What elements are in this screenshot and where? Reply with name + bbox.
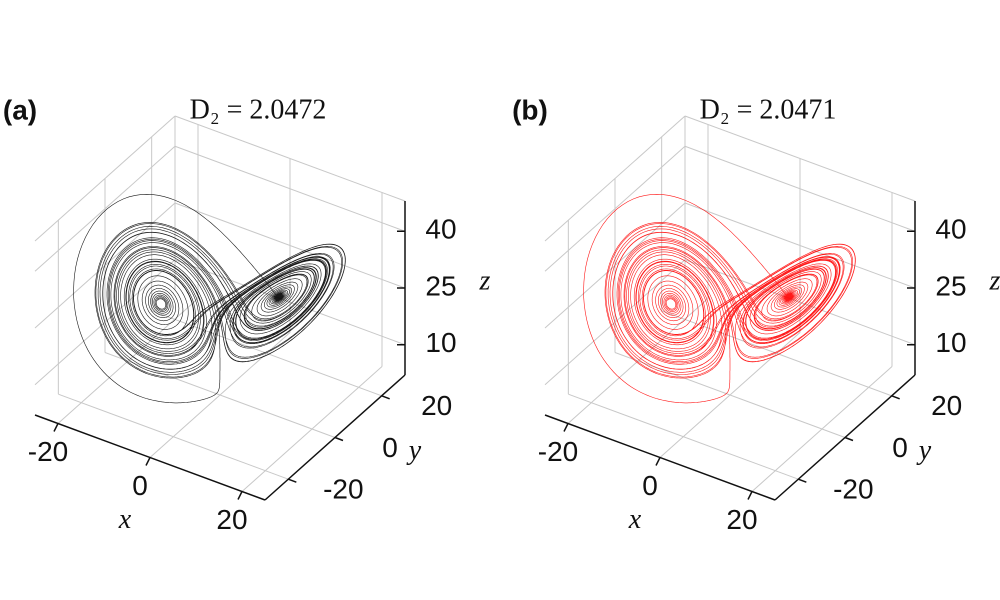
- y-tick: [891, 395, 900, 400]
- x-tick: [655, 457, 661, 466]
- z-tick-label: 25: [425, 270, 456, 301]
- grid-line: [58, 393, 289, 480]
- x-tick-label: 0: [642, 470, 658, 501]
- grid-line: [684, 145, 916, 232]
- y-axis-label: y: [916, 435, 932, 466]
- grid-line: [174, 145, 406, 232]
- chart-title: D₂ = 2.0471: [700, 94, 837, 125]
- panel-label: (a): [3, 94, 37, 125]
- y-tick-label: 0: [382, 432, 398, 463]
- y-tick-label: -20: [323, 474, 363, 505]
- box-edge: [544, 115, 686, 242]
- x-tick: [145, 457, 151, 466]
- x-tick: [747, 491, 753, 500]
- chart-title: D₂ = 2.0472: [190, 94, 327, 125]
- box-edge: [34, 115, 176, 242]
- box-edge: [174, 115, 406, 202]
- grid-line: [568, 393, 799, 480]
- y-tick: [798, 478, 807, 483]
- y-tick-label: 20: [421, 390, 452, 421]
- z-tick-label: 40: [935, 214, 966, 245]
- y-tick: [288, 478, 297, 483]
- x-tick: [53, 423, 59, 432]
- y-tick: [381, 395, 390, 400]
- x-tick: [237, 491, 243, 500]
- x-tick-label: 20: [726, 504, 757, 535]
- grid-line: [104, 352, 336, 438]
- grid-line: [544, 145, 686, 272]
- grid-line: [661, 310, 892, 397]
- x-axis-label: x: [628, 504, 642, 535]
- y-tick-label: 20: [931, 390, 962, 421]
- z-axis-label: z: [479, 265, 491, 296]
- grid-line: [614, 352, 846, 438]
- z-tick-label: 40: [425, 214, 456, 245]
- grid-line: [151, 310, 382, 397]
- grid-line: [684, 202, 916, 289]
- grid-line: [34, 145, 176, 272]
- y-tick-label: 0: [892, 432, 908, 463]
- x-tick-label: -20: [28, 436, 68, 467]
- grid-line: [684, 259, 916, 346]
- panel-label: (b): [512, 94, 548, 125]
- x-tick-label: 0: [132, 470, 148, 501]
- x-tick: [563, 423, 569, 432]
- z-tick-label: 10: [425, 327, 456, 358]
- grid-line: [174, 259, 406, 346]
- box-edge: [684, 115, 916, 202]
- x-axis-label: x: [118, 504, 132, 535]
- y-tick-label: -20: [833, 474, 873, 505]
- attractor: [73, 193, 346, 404]
- z-tick-label: 10: [935, 327, 966, 358]
- z-axis-label: z: [989, 265, 1000, 296]
- y-tick: [334, 436, 344, 442]
- x-tick-label: -20: [538, 436, 578, 467]
- y-axis-label: y: [406, 435, 422, 466]
- grid-line: [174, 202, 406, 289]
- z-tick-label: 25: [935, 270, 966, 301]
- attractor: [583, 193, 856, 404]
- y-tick: [844, 436, 854, 442]
- x-tick-label: 20: [216, 504, 247, 535]
